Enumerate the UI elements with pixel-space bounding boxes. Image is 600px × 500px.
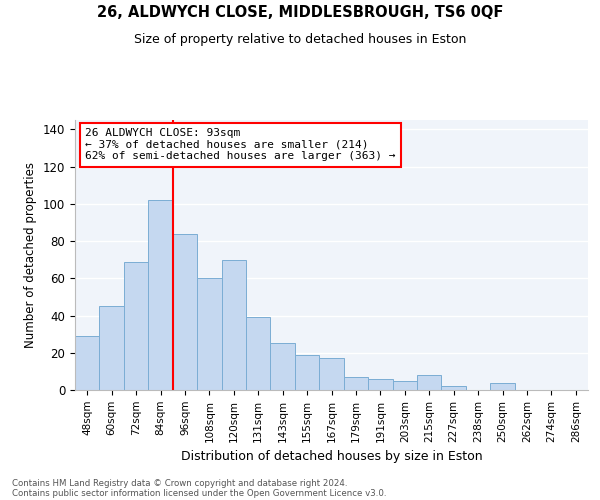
- Bar: [173, 234, 197, 390]
- Bar: [221, 260, 246, 390]
- Bar: [417, 375, 442, 390]
- Bar: [392, 380, 417, 390]
- Bar: [246, 318, 271, 390]
- Bar: [148, 200, 173, 390]
- Text: 26, ALDWYCH CLOSE, MIDDLESBROUGH, TS6 0QF: 26, ALDWYCH CLOSE, MIDDLESBROUGH, TS6 0Q…: [97, 5, 503, 20]
- Bar: [368, 379, 392, 390]
- Bar: [442, 386, 466, 390]
- Bar: [100, 306, 124, 390]
- Text: Contains public sector information licensed under the Open Government Licence v3: Contains public sector information licen…: [12, 488, 386, 498]
- Bar: [124, 262, 148, 390]
- Bar: [490, 382, 515, 390]
- Bar: [344, 377, 368, 390]
- Bar: [271, 344, 295, 390]
- Text: Size of property relative to detached houses in Eston: Size of property relative to detached ho…: [134, 32, 466, 46]
- Bar: [319, 358, 344, 390]
- Text: 26 ALDWYCH CLOSE: 93sqm
← 37% of detached houses are smaller (214)
62% of semi-d: 26 ALDWYCH CLOSE: 93sqm ← 37% of detache…: [85, 128, 396, 162]
- Bar: [75, 336, 100, 390]
- Bar: [295, 354, 319, 390]
- Y-axis label: Number of detached properties: Number of detached properties: [25, 162, 37, 348]
- X-axis label: Distribution of detached houses by size in Eston: Distribution of detached houses by size …: [181, 450, 482, 463]
- Bar: [197, 278, 221, 390]
- Text: Contains HM Land Registry data © Crown copyright and database right 2024.: Contains HM Land Registry data © Crown c…: [12, 478, 347, 488]
